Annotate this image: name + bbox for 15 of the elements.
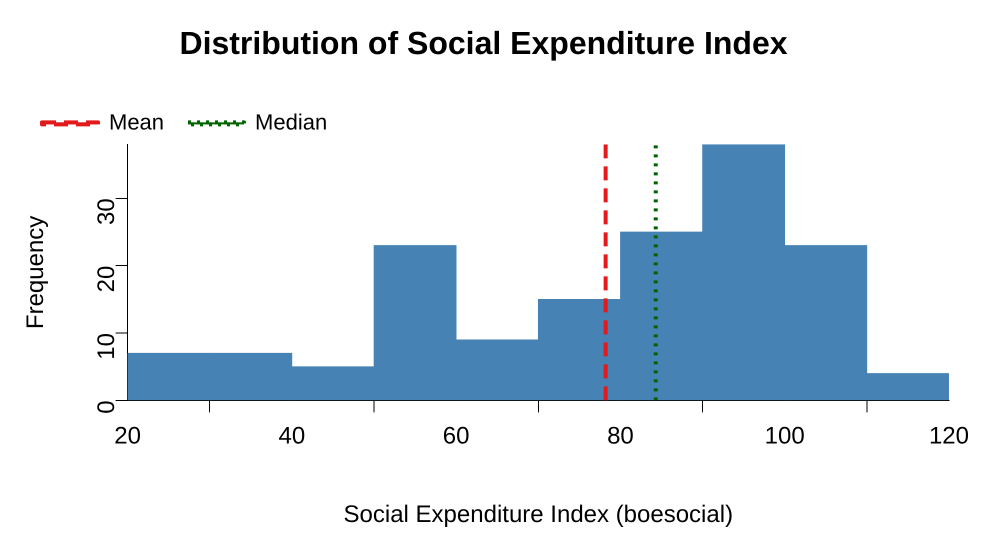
y-axis-title: Frequency — [22, 216, 50, 330]
x-tick-label: 20 — [114, 422, 141, 450]
x-axis-title: Social Expenditure Index (boesocial) — [344, 501, 734, 528]
x-tick-label: 120 — [928, 422, 969, 450]
y-tick-label: 0 — [93, 400, 120, 414]
x-tick-label: 40 — [278, 422, 306, 450]
x-tick-label: 80 — [607, 422, 634, 450]
chart-title: Distribution of Social Expenditure Index — [179, 25, 788, 62]
x-tick-label: 60 — [442, 422, 470, 450]
y-tick-label: 10 — [93, 333, 120, 360]
x-tick-label: 100 — [764, 422, 805, 450]
legend-label: Median — [255, 109, 328, 134]
y-tick-label: 30 — [93, 198, 120, 225]
legend-label: Mean — [109, 109, 164, 134]
y-tick-label: 20 — [93, 266, 120, 292]
